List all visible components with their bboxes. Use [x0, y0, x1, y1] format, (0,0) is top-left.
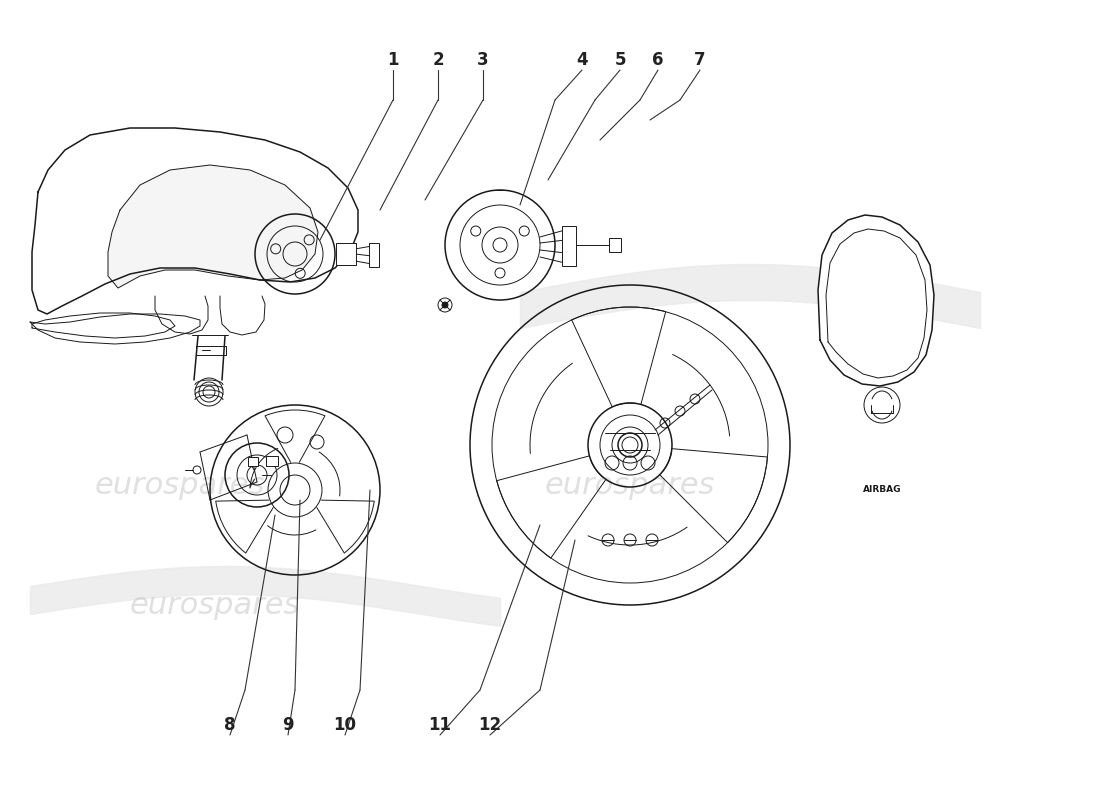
Text: 6: 6 [652, 51, 663, 69]
Text: 5: 5 [614, 51, 626, 69]
Polygon shape [818, 215, 934, 386]
Text: 9: 9 [283, 716, 294, 734]
FancyBboxPatch shape [368, 243, 379, 267]
Text: eurospares: eurospares [130, 590, 300, 619]
FancyBboxPatch shape [336, 243, 356, 265]
FancyBboxPatch shape [266, 456, 278, 466]
Polygon shape [32, 313, 175, 338]
Polygon shape [30, 314, 200, 344]
Text: 11: 11 [429, 716, 451, 734]
Text: 3: 3 [477, 51, 488, 69]
Text: 10: 10 [333, 716, 356, 734]
Text: AIRBAG: AIRBAG [862, 486, 901, 494]
Text: 7: 7 [694, 51, 706, 69]
Text: 1: 1 [387, 51, 398, 69]
FancyBboxPatch shape [248, 457, 258, 466]
Polygon shape [108, 165, 318, 288]
Circle shape [442, 302, 448, 308]
Text: 4: 4 [576, 51, 587, 69]
FancyBboxPatch shape [609, 238, 622, 252]
Text: eurospares: eurospares [544, 470, 715, 499]
Text: eurospares: eurospares [95, 470, 265, 499]
Text: 8: 8 [224, 716, 235, 734]
Text: 2: 2 [432, 51, 443, 69]
Text: 12: 12 [478, 716, 502, 734]
Polygon shape [32, 128, 357, 314]
FancyBboxPatch shape [562, 226, 576, 266]
